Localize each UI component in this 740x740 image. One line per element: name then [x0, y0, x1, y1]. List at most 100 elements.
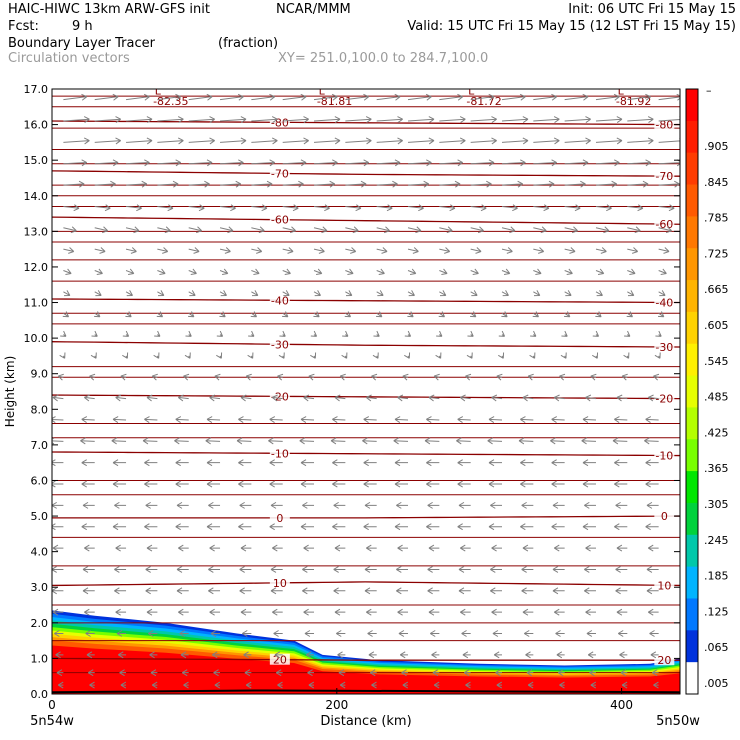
vector-arrow — [178, 608, 189, 616]
vector-arrow — [313, 290, 321, 297]
vector-arrow — [407, 116, 435, 123]
vector-arrow — [175, 480, 189, 488]
vector-arrow — [658, 116, 680, 123]
colorbar-segment — [686, 598, 698, 631]
vector-arrow — [496, 681, 503, 689]
y-tick-label: 9.0 — [31, 368, 49, 381]
vector-arrow — [397, 394, 409, 402]
vector-arrow — [125, 204, 142, 212]
vector-arrow — [282, 116, 309, 123]
contour-label: -20 — [655, 393, 673, 406]
vector-arrow — [175, 416, 189, 424]
vector-arrow — [268, 437, 283, 445]
vector-arrow — [621, 681, 628, 689]
y-tick-label: 1.0 — [31, 652, 49, 665]
vector-arrow — [188, 93, 213, 101]
vector-arrow — [84, 544, 95, 552]
vector-arrow — [300, 416, 315, 424]
contour-label: -40 — [271, 294, 289, 307]
vector-arrow — [126, 137, 153, 145]
vector-arrow — [364, 566, 377, 573]
vector-arrow — [251, 180, 273, 188]
vector-arrow — [466, 352, 473, 359]
vector-arrow — [239, 587, 252, 595]
contour-line--80 — [52, 120, 680, 126]
vector-arrow — [590, 373, 597, 381]
vector-arrow — [308, 373, 315, 381]
tracer-band-10 — [52, 645, 680, 694]
vector-arrow — [126, 116, 153, 123]
vector-arrow — [339, 373, 346, 381]
vector-arrow — [333, 566, 346, 573]
vector-arrow — [238, 480, 252, 488]
y-tick-label: 17.0 — [24, 83, 49, 96]
vector-arrow — [345, 159, 370, 167]
colorbar-segment — [686, 375, 698, 408]
vector-arrow — [488, 523, 502, 531]
vector-arrow — [303, 608, 315, 616]
vector-arrow — [112, 480, 127, 488]
vector-arrow — [157, 290, 165, 297]
vector-arrow — [470, 159, 495, 167]
vector-arrow — [627, 159, 651, 167]
vector-arrow — [522, 608, 534, 616]
contour-label-bg — [654, 579, 675, 591]
vector-arrow — [52, 416, 64, 424]
colorbar-label: .545 — [704, 355, 729, 368]
vector-arrow — [282, 137, 309, 145]
vector-arrow — [439, 159, 464, 167]
vector-arrow — [364, 501, 377, 509]
contour-label: -10 — [655, 449, 673, 462]
forecast-hours: 9 h — [72, 19, 93, 34]
vector-arrow — [658, 180, 680, 188]
vector-arrow — [269, 480, 283, 488]
vector-arrow — [245, 681, 252, 689]
vector-arrow — [282, 226, 297, 234]
vector-arrow — [627, 137, 654, 145]
vector-arrow — [181, 669, 189, 677]
vector-arrow — [564, 226, 579, 234]
colorbar-top-label: – — [706, 84, 712, 97]
vector-arrow — [335, 630, 346, 637]
vector-arrow — [559, 681, 565, 689]
vector-arrow — [467, 330, 474, 337]
vector-arrow — [404, 352, 411, 359]
vector-arrow — [310, 352, 317, 359]
vector-arrow — [491, 394, 503, 402]
contour-label-bg — [654, 218, 675, 230]
vector-arrow — [394, 459, 409, 467]
vector-arrow — [313, 180, 336, 188]
vector-arrow — [344, 311, 352, 318]
vector-arrow — [313, 226, 328, 234]
vector-arrow — [333, 587, 346, 595]
vector-arrow — [407, 290, 415, 297]
vector-arrow — [457, 416, 471, 424]
vector-arrow — [394, 416, 409, 424]
vector-arrow — [211, 651, 221, 659]
contour-label-bg — [654, 170, 675, 182]
low-value: -81.92 — [616, 95, 651, 108]
vector-arrow — [394, 480, 409, 488]
low-marker: L — [618, 84, 625, 97]
vector-arrow — [365, 394, 377, 402]
vector-arrow — [300, 459, 315, 467]
vector-arrow — [345, 268, 354, 275]
field-units: (fraction) — [218, 36, 279, 51]
vector-arrow — [426, 480, 440, 488]
vector-arrow — [208, 566, 221, 573]
vector-arrow — [153, 352, 160, 359]
vector-arrow — [334, 608, 346, 616]
vector-arrow — [645, 459, 659, 467]
vector-arrow — [501, 226, 516, 234]
vector-arrow — [59, 352, 66, 359]
vector-arrow — [179, 630, 189, 637]
vector-arrow — [463, 669, 471, 677]
vector-arrow — [595, 93, 620, 101]
contour-label-bg — [269, 653, 290, 665]
vector-arrow — [595, 226, 610, 234]
vector-arrow — [87, 669, 95, 677]
vector-arrow — [94, 226, 109, 234]
vector-arrow — [89, 373, 96, 381]
vector-arrow — [91, 330, 98, 337]
vector-arrow — [407, 311, 414, 318]
